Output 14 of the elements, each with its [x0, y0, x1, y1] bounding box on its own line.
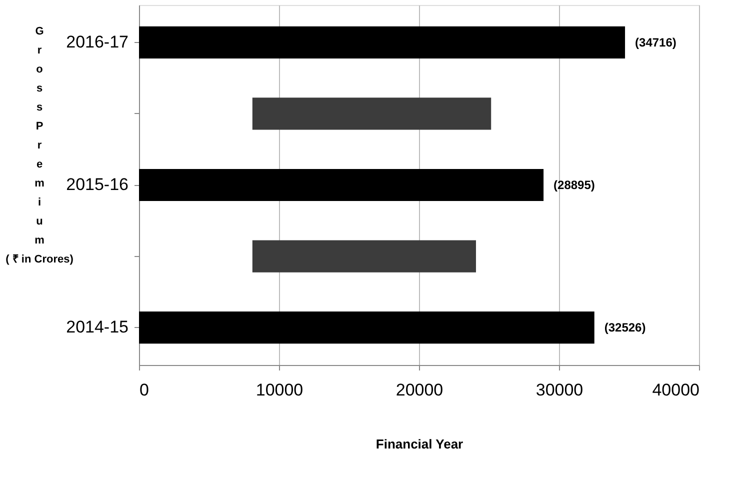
data-label: (34716) [635, 35, 676, 50]
x-tick-label: 40000 [652, 380, 700, 400]
y-tick-label: 2016-17 [66, 32, 128, 52]
x-tick-label: 30000 [536, 380, 584, 400]
y-tick-label: 2014-15 [66, 318, 128, 337]
data-label: (32526) [604, 320, 646, 335]
x-tick-label: 10000 [256, 380, 304, 400]
data-label: (28895) [554, 178, 595, 192]
y-tick-label: 2015-16 [66, 175, 128, 194]
text: Gross Premium [34, 26, 44, 246]
x-tick-label: 20000 [396, 380, 444, 400]
text: ( ₹ in Crores) [6, 254, 74, 266]
x-axis-title: Financial Year [376, 436, 464, 452]
x-tick-label: 0 [140, 380, 149, 400]
